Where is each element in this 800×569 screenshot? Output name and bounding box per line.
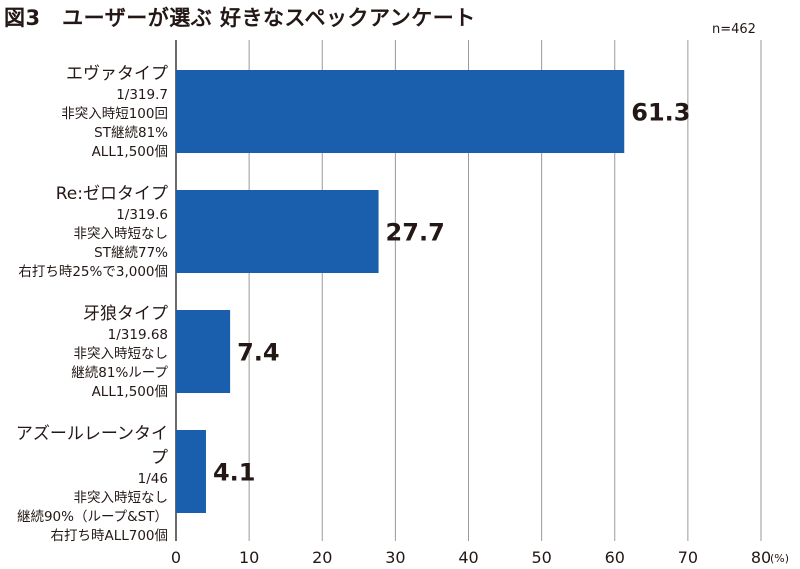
unit-label: (%) <box>770 552 789 565</box>
category-detail: 1/319.6 <box>116 207 168 223</box>
x-tick-label: 30 <box>385 548 405 567</box>
category-detail: 非突入時短なし <box>73 346 169 362</box>
x-tick-label: 60 <box>605 548 625 567</box>
category-name: エヴァタイプ <box>66 64 168 84</box>
value-label: 4.1 <box>213 459 256 487</box>
category-detail: 継続81%ループ <box>71 365 168 381</box>
category-label: 牙狼タイプ 1/319.68 非突入時短なし 継続81%ループ ALL1,500個 <box>71 302 168 402</box>
bar <box>176 70 625 153</box>
chart-title: 図3 ユーザーが選ぶ 好きなスペックアンケート <box>4 6 476 30</box>
category-label: エヴァタイプ 1/319.7 非突入時短100回 ST継続81% ALL1,500個 <box>61 62 168 162</box>
sample-size: n=462 <box>712 22 756 37</box>
category-detail: ST継続77% <box>94 245 168 261</box>
value-label: 61.3 <box>631 99 690 127</box>
category-detail: ALL1,500個 <box>91 144 168 160</box>
category-name: アズールレーンタイプ <box>15 424 168 468</box>
category-name: Re:ゼロタイプ <box>55 184 168 204</box>
category-detail: ALL1,500個 <box>91 384 168 400</box>
x-tick-label: 40 <box>458 548 478 567</box>
category-detail: 非突入時短なし <box>73 490 169 506</box>
bar <box>176 430 206 513</box>
category-name: 牙狼タイプ <box>83 304 168 324</box>
category-detail: 継続90%（ループ&ST） <box>16 509 168 525</box>
category-detail: 非突入時短なし <box>73 226 169 242</box>
category-detail: 1/46 <box>137 471 168 487</box>
category-label: アズールレーンタイプ 1/46 非突入時短なし継続90%（ループ&ST） 右打ち時AL… <box>0 422 168 546</box>
bar <box>176 190 379 273</box>
category-detail: 右打ち時25%で3,000個 <box>18 264 168 280</box>
x-tick-label: 80 <box>751 548 771 567</box>
category-detail: ST継続81% <box>94 125 168 141</box>
value-label: 7.4 <box>237 339 280 367</box>
category-detail: 右打ち時ALL700個 <box>50 528 168 544</box>
bar <box>176 310 231 393</box>
x-tick-label: 70 <box>678 548 698 567</box>
x-tick-label: 20 <box>312 548 332 567</box>
x-tick-label: 50 <box>531 548 551 567</box>
x-tick-label: 10 <box>239 548 259 567</box>
category-detail: 非突入時短100回 <box>61 106 168 122</box>
category-detail: 1/319.7 <box>116 87 168 103</box>
category-label: Re:ゼロタイプ 1/319.6 非突入時短なし ST継続77% 右打ち時25%で3,0… <box>18 182 168 282</box>
category-detail: 1/319.68 <box>107 327 168 343</box>
value-label: 27.7 <box>386 219 445 247</box>
x-tick-label: 0 <box>171 548 181 567</box>
